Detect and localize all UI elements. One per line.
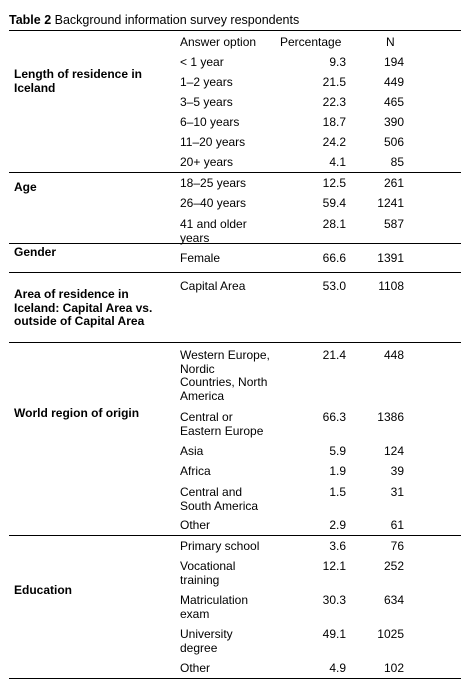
row-n: 261 bbox=[383, 176, 404, 190]
row-n: 102 bbox=[383, 661, 404, 675]
row-n: 1025 bbox=[377, 627, 404, 641]
header-percentage: Percentage bbox=[280, 35, 342, 49]
row-n: 61 bbox=[390, 518, 404, 532]
row-percentage: 49.1 bbox=[322, 627, 346, 641]
group-divider bbox=[9, 243, 461, 244]
group-label: Length of residence in Iceland bbox=[14, 67, 143, 95]
row-option: Asia bbox=[180, 444, 204, 458]
row-percentage: 5.9 bbox=[329, 444, 346, 458]
row-option: Matriculation exam bbox=[180, 593, 249, 621]
row-n: 448 bbox=[383, 348, 404, 362]
group-divider bbox=[9, 535, 461, 536]
group-divider bbox=[9, 342, 461, 343]
row-percentage: 21.4 bbox=[322, 348, 346, 362]
row-option: Other bbox=[180, 518, 211, 532]
row-n: 252 bbox=[383, 559, 404, 573]
row-n: 39 bbox=[390, 464, 404, 478]
row-n: 76 bbox=[390, 539, 404, 553]
row-percentage: 1.9 bbox=[329, 464, 346, 478]
group-label: Age bbox=[14, 180, 37, 194]
top-rule bbox=[9, 30, 461, 31]
header-answer-option: Answer option bbox=[180, 35, 257, 49]
row-option: Female bbox=[180, 251, 221, 265]
row-percentage: 12.5 bbox=[322, 176, 346, 190]
row-percentage: 28.1 bbox=[322, 217, 346, 231]
row-option: University degree bbox=[180, 627, 233, 655]
row-option: Africa bbox=[180, 464, 211, 478]
row-option: 11–20 years bbox=[180, 135, 246, 149]
row-percentage: 12.1 bbox=[322, 559, 346, 573]
row-option: 41 and older years bbox=[180, 217, 247, 245]
row-percentage: 24.2 bbox=[322, 135, 346, 149]
group-label: World region of origin bbox=[14, 406, 140, 420]
row-option: 26–40 years bbox=[180, 196, 247, 210]
row-n: 1241 bbox=[377, 196, 404, 210]
row-option: Vocational training bbox=[180, 559, 236, 587]
row-n: 31 bbox=[390, 485, 404, 499]
row-option: 18–25 years bbox=[180, 176, 247, 190]
bottom-rule bbox=[9, 678, 461, 679]
table-label: Table 2 bbox=[9, 13, 52, 27]
row-n: 465 bbox=[383, 95, 404, 109]
row-percentage: 22.3 bbox=[322, 95, 346, 109]
group-divider bbox=[9, 272, 461, 273]
row-percentage: 53.0 bbox=[322, 279, 346, 293]
row-n: 1108 bbox=[378, 279, 404, 293]
row-percentage: 1.5 bbox=[329, 485, 346, 499]
table-caption: Table 2 Background information survey re… bbox=[9, 13, 299, 28]
row-option: Capital Area bbox=[180, 279, 246, 293]
row-n: 124 bbox=[383, 444, 404, 458]
row-n: 634 bbox=[383, 593, 404, 607]
row-percentage: 21.5 bbox=[322, 75, 346, 89]
row-option: 20+ years bbox=[180, 155, 234, 169]
row-percentage: 66.3 bbox=[322, 410, 346, 424]
row-option: 3–5 years bbox=[180, 95, 233, 109]
row-percentage: 59.4 bbox=[322, 196, 346, 210]
row-n: 506 bbox=[383, 135, 404, 149]
row-percentage: 3.6 bbox=[329, 539, 346, 553]
row-n: 587 bbox=[383, 217, 404, 231]
row-option: Other bbox=[180, 661, 211, 675]
table-title: Background information survey respondent… bbox=[54, 13, 300, 27]
row-percentage: 9.3 bbox=[329, 55, 346, 69]
group-label: Gender bbox=[14, 245, 57, 259]
row-percentage: 2.9 bbox=[329, 518, 346, 532]
row-option: Central or Eastern Europe bbox=[180, 410, 264, 438]
row-option: 1–2 years bbox=[180, 75, 233, 89]
row-percentage: 18.7 bbox=[322, 115, 346, 129]
row-option: Primary school bbox=[180, 539, 260, 553]
row-n: 1386 bbox=[377, 410, 404, 424]
row-option: Western Europe, Nordic Countries, North … bbox=[180, 348, 270, 403]
group-divider bbox=[9, 172, 461, 173]
row-percentage: 4.9 bbox=[329, 661, 346, 675]
row-n: 449 bbox=[383, 75, 404, 89]
row-n: 390 bbox=[383, 115, 404, 129]
group-label: Education bbox=[14, 583, 73, 597]
row-percentage: 4.1 bbox=[329, 155, 346, 169]
row-option: Central and South America bbox=[180, 485, 259, 513]
row-n: 1391 bbox=[377, 251, 404, 265]
row-option: < 1 year bbox=[180, 55, 224, 69]
header-n: N bbox=[386, 35, 395, 49]
row-percentage: 66.6 bbox=[322, 251, 346, 265]
group-label: Area of residence in Iceland: Capital Ar… bbox=[14, 287, 153, 328]
row-percentage: 30.3 bbox=[322, 593, 346, 607]
row-n: 85 bbox=[390, 155, 404, 169]
row-n: 194 bbox=[383, 55, 404, 69]
row-option: 6–10 years bbox=[180, 115, 240, 129]
